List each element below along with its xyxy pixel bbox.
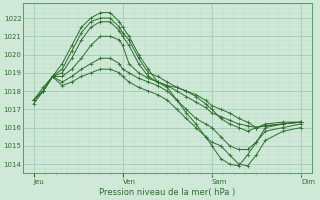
- X-axis label: Pression niveau de la mer( hPa ): Pression niveau de la mer( hPa ): [99, 188, 236, 197]
